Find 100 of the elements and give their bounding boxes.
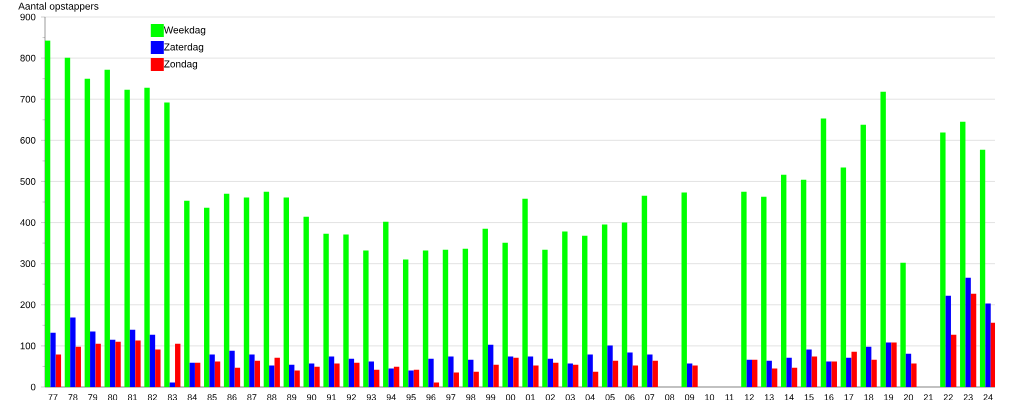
bar bbox=[880, 91, 886, 387]
bar bbox=[965, 277, 971, 387]
x-tick-label: 19 bbox=[884, 394, 894, 400]
bar bbox=[373, 369, 380, 387]
x-tick-label: 03 bbox=[565, 394, 575, 400]
bar bbox=[433, 382, 440, 387]
bar bbox=[780, 174, 787, 387]
bar bbox=[487, 344, 494, 387]
bar bbox=[905, 353, 912, 387]
x-tick-label: 06 bbox=[625, 394, 635, 400]
bar bbox=[343, 234, 349, 387]
bar bbox=[334, 363, 340, 387]
x-tick-label: 82 bbox=[147, 394, 157, 400]
bar bbox=[761, 196, 767, 387]
bar bbox=[348, 358, 355, 387]
bar bbox=[223, 193, 230, 387]
bar bbox=[453, 372, 459, 387]
bar bbox=[507, 356, 514, 387]
bar bbox=[542, 249, 548, 387]
bar bbox=[75, 346, 81, 387]
x-tick-label: 83 bbox=[167, 394, 177, 400]
bar bbox=[592, 371, 599, 387]
y-tick-label: 0 bbox=[30, 383, 36, 391]
x-tick-label: 79 bbox=[88, 394, 98, 400]
x-tick-label: 24 bbox=[983, 394, 993, 400]
bar bbox=[164, 102, 170, 387]
bar bbox=[831, 361, 837, 387]
bar bbox=[493, 364, 499, 387]
bar bbox=[800, 179, 807, 387]
bar bbox=[269, 365, 275, 387]
x-tick-label: 95 bbox=[406, 394, 416, 400]
bar bbox=[328, 356, 335, 387]
bar bbox=[234, 367, 241, 387]
bar bbox=[513, 357, 519, 387]
bar bbox=[766, 360, 772, 387]
bar bbox=[135, 340, 141, 387]
bar bbox=[582, 235, 588, 387]
x-tick-label: 98 bbox=[466, 394, 476, 400]
bar bbox=[587, 354, 593, 387]
bar bbox=[388, 368, 394, 387]
x-tick-label: 85 bbox=[207, 394, 217, 400]
bar bbox=[283, 197, 290, 387]
bar bbox=[104, 69, 110, 387]
bar bbox=[323, 233, 329, 387]
bar bbox=[741, 191, 747, 387]
bar bbox=[860, 124, 866, 387]
bar bbox=[263, 191, 270, 387]
bar bbox=[95, 343, 101, 387]
bar bbox=[791, 367, 798, 387]
x-tick-label: 14 bbox=[784, 394, 794, 400]
y-tick-label: 700 bbox=[20, 95, 36, 103]
bar bbox=[308, 363, 315, 387]
bar bbox=[527, 356, 534, 387]
bar bbox=[826, 361, 832, 387]
bar bbox=[911, 363, 917, 387]
bar bbox=[422, 250, 429, 387]
bar bbox=[468, 359, 474, 387]
bar bbox=[368, 361, 374, 387]
bar bbox=[50, 332, 56, 387]
x-tick-label: 78 bbox=[68, 394, 78, 400]
bar bbox=[169, 382, 176, 387]
bar bbox=[155, 349, 161, 387]
bar bbox=[562, 231, 568, 387]
bar bbox=[194, 362, 201, 387]
bar bbox=[408, 370, 414, 387]
x-tick-label: 01 bbox=[525, 394, 536, 400]
x-tick-label: 13 bbox=[764, 394, 774, 400]
bar bbox=[940, 132, 946, 387]
bar bbox=[891, 342, 897, 387]
bar bbox=[970, 293, 977, 387]
bar bbox=[90, 331, 96, 387]
x-tick-label: 77 bbox=[48, 394, 58, 400]
bar bbox=[846, 357, 852, 387]
bar bbox=[502, 242, 508, 387]
bar bbox=[413, 369, 420, 387]
y-tick-label: 400 bbox=[20, 219, 36, 226]
bar bbox=[314, 366, 320, 387]
x-tick-label: 22 bbox=[943, 394, 953, 400]
x-tick-label: 17 bbox=[844, 394, 854, 400]
bar bbox=[175, 343, 181, 387]
bar bbox=[786, 357, 792, 387]
bar bbox=[402, 259, 409, 387]
bar bbox=[806, 349, 812, 387]
bar bbox=[601, 224, 608, 387]
bar bbox=[840, 167, 847, 387]
bar bbox=[851, 351, 857, 387]
x-tick-label: 89 bbox=[287, 394, 297, 400]
x-tick-label: 96 bbox=[426, 394, 436, 400]
bar bbox=[289, 364, 295, 387]
bar bbox=[612, 360, 619, 387]
bar bbox=[184, 200, 190, 387]
bar bbox=[204, 207, 210, 387]
x-tick-label: 09 bbox=[684, 394, 695, 400]
bar bbox=[473, 371, 479, 387]
bar bbox=[462, 248, 469, 387]
x-tick-label: 23 bbox=[963, 394, 973, 400]
bar bbox=[632, 365, 639, 387]
bar bbox=[70, 317, 76, 387]
bar bbox=[752, 359, 758, 387]
bar bbox=[144, 87, 150, 387]
